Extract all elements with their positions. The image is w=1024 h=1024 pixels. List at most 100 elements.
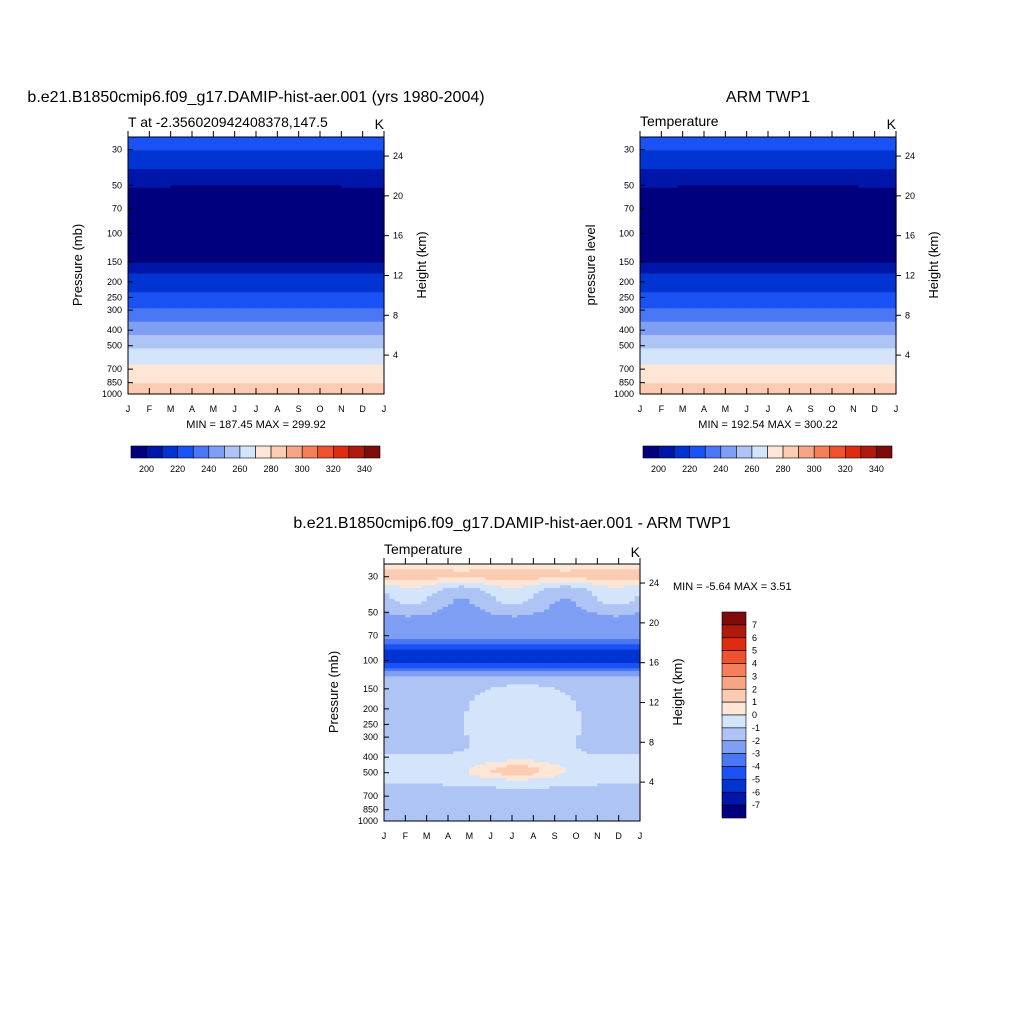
- panel1-cell: [320, 166, 326, 170]
- panel1-cell: [373, 286, 380, 291]
- panel1-cell: [213, 337, 220, 342]
- panel1-cell: [234, 147, 241, 151]
- panel1-cell: [218, 163, 225, 168]
- panel1-cell: [293, 203, 300, 208]
- panel1-cell: [149, 321, 156, 325]
- panel2-cell: [672, 139, 678, 143]
- panel1-cell: [170, 249, 177, 253]
- panel1-cell: [357, 268, 364, 272]
- panel1-cell: [149, 182, 156, 186]
- panel1-cell: [368, 292, 374, 296]
- panel1-cell: [154, 311, 161, 315]
- panel1-cell: [314, 222, 321, 226]
- panel1-cell: [165, 367, 172, 371]
- panel1-cell: [170, 278, 177, 283]
- panel1-cell: [352, 225, 358, 229]
- panel1-cell: [357, 292, 364, 296]
- panel1-cell: [250, 294, 257, 299]
- panel1-cell: [288, 211, 294, 216]
- panel1-ytick-label: 500: [107, 341, 122, 351]
- panel1-cell: [144, 278, 150, 283]
- panel2-cell: [810, 150, 817, 154]
- panel1-cell: [197, 163, 204, 168]
- panel1-cell: [218, 158, 225, 162]
- panel1-cell: [176, 252, 182, 256]
- panel1-cell: [256, 319, 262, 323]
- panel1-cell: [250, 391, 257, 395]
- panel1-cell: [224, 161, 230, 165]
- panel1-cell: [293, 391, 300, 395]
- panel1-cell: [160, 329, 166, 334]
- panel1-cell: [336, 284, 342, 288]
- panel1-cell: [320, 246, 326, 251]
- panel1-cell: [154, 169, 161, 173]
- panel1-cell: [170, 225, 177, 229]
- panel2-cell: [741, 145, 748, 149]
- panel1-cell: [373, 361, 380, 366]
- panel1-cell: [320, 219, 326, 224]
- panel1-cell: [341, 300, 348, 304]
- panel1-cell: [362, 289, 369, 293]
- panel1-cell: [149, 348, 156, 352]
- panel1-cell: [245, 265, 252, 269]
- panel1-cell: [176, 281, 182, 285]
- panel1-cell: [304, 209, 310, 213]
- panel1-cell: [229, 228, 236, 232]
- panel2-cell: [864, 139, 870, 143]
- panel1-cell: [341, 254, 348, 259]
- panel1-cell: [282, 222, 289, 226]
- panel1-cell: [373, 262, 380, 267]
- panel2-cell: [784, 142, 790, 146]
- panel1-cell: [250, 297, 257, 301]
- panel1-cell: [176, 375, 182, 379]
- panel1-cell: [341, 145, 348, 149]
- panel1-cell: [202, 161, 209, 165]
- panel1-cell: [256, 359, 262, 363]
- panel1-cell: [298, 233, 305, 237]
- panel1-cell: [362, 244, 369, 248]
- panel1-cell: [304, 158, 310, 162]
- panel1-cell: [133, 244, 140, 248]
- panel1-cell: [362, 153, 369, 157]
- panel1-cell: [346, 246, 353, 251]
- panel1-cell: [234, 203, 241, 208]
- panel1-cell: [240, 246, 246, 251]
- panel1-cell: [202, 324, 209, 328]
- panel1-cell: [218, 254, 225, 259]
- panel1-cell: [197, 385, 204, 390]
- panel2-cell: [746, 142, 753, 146]
- panel1-cell: [298, 305, 305, 309]
- panel1-cell: [341, 268, 348, 272]
- panel1-cell: [218, 340, 225, 344]
- panel1-cell: [208, 222, 214, 226]
- panel1-cell: [373, 321, 380, 325]
- panel1-cell: [277, 289, 284, 293]
- panel1-cell: [138, 174, 145, 178]
- panel1-cell: [314, 230, 321, 234]
- panel1-cell: [245, 302, 252, 307]
- panel1-cell: [266, 169, 273, 173]
- panel1-cell: [357, 193, 364, 197]
- panel1-cell: [293, 171, 300, 176]
- panel1-cell: [202, 249, 209, 253]
- panel1-cell: [298, 219, 305, 224]
- panel1-cell: [261, 190, 268, 194]
- panel1-cell: [288, 367, 294, 371]
- panel1-cell: [277, 297, 284, 301]
- panel2-cell: [858, 137, 865, 141]
- panel1-cell: [368, 359, 374, 363]
- panel1-cell: [346, 359, 353, 363]
- panel1-cell: [218, 222, 225, 226]
- panel1-cell: [309, 273, 316, 277]
- panel1-cell: [138, 161, 145, 165]
- panel1-cell: [288, 329, 294, 334]
- panel1-cell: [138, 327, 145, 331]
- panel1-cell: [154, 198, 161, 202]
- panel1-cell: [298, 337, 305, 342]
- panel1-cell: [352, 335, 358, 339]
- panel1-cell: [197, 206, 204, 210]
- panel2-cell: [794, 139, 801, 143]
- panel1-cell: [154, 193, 161, 197]
- panel1-cell: [144, 372, 150, 376]
- panel1-cell: [170, 302, 177, 307]
